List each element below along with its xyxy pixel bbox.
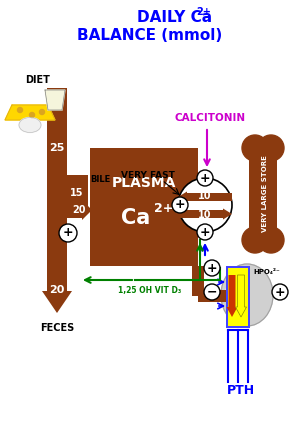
- Circle shape: [40, 109, 44, 114]
- Text: 15: 15: [70, 188, 84, 198]
- Circle shape: [272, 284, 288, 300]
- Polygon shape: [45, 90, 65, 110]
- Text: +: +: [63, 226, 73, 240]
- Text: 10: 10: [198, 191, 212, 201]
- Text: BILE: BILE: [90, 176, 110, 184]
- FancyArrow shape: [67, 200, 92, 220]
- Circle shape: [29, 112, 34, 117]
- FancyArrow shape: [42, 88, 72, 313]
- Circle shape: [242, 227, 268, 253]
- Ellipse shape: [221, 264, 273, 326]
- Text: PLASMA: PLASMA: [112, 176, 176, 190]
- Text: +: +: [275, 285, 285, 298]
- Circle shape: [197, 224, 213, 240]
- Text: +: +: [207, 262, 217, 274]
- Text: +: +: [200, 226, 210, 238]
- Text: CALCITONIN: CALCITONIN: [174, 113, 246, 123]
- Text: 10: 10: [198, 210, 212, 220]
- Text: VERY LARGE STORE: VERY LARGE STORE: [262, 156, 268, 232]
- Circle shape: [178, 178, 232, 232]
- Circle shape: [258, 227, 284, 253]
- Ellipse shape: [226, 275, 244, 315]
- Circle shape: [172, 197, 188, 213]
- Text: Ca: Ca: [122, 208, 151, 228]
- Circle shape: [242, 135, 268, 161]
- Text: 20: 20: [49, 285, 65, 295]
- Ellipse shape: [19, 117, 41, 132]
- Text: VERY FAST: VERY FAST: [121, 170, 175, 179]
- Circle shape: [204, 284, 220, 300]
- FancyArrow shape: [198, 290, 230, 302]
- Text: HPO₄²⁻: HPO₄²⁻: [253, 269, 280, 275]
- Text: PTH: PTH: [227, 383, 255, 396]
- Text: +: +: [200, 171, 210, 184]
- FancyArrow shape: [236, 275, 247, 317]
- Circle shape: [59, 224, 77, 242]
- FancyArrow shape: [192, 266, 204, 296]
- Text: FECES: FECES: [40, 323, 74, 333]
- Text: DAILY Ca: DAILY Ca: [137, 10, 212, 25]
- Bar: [90, 148, 198, 266]
- Circle shape: [197, 170, 213, 186]
- Text: 20: 20: [72, 205, 86, 215]
- Text: 25: 25: [49, 143, 65, 153]
- Circle shape: [17, 108, 22, 112]
- Circle shape: [258, 135, 284, 161]
- Bar: [249, 148, 277, 240]
- FancyArrow shape: [178, 209, 232, 220]
- Text: −: −: [207, 285, 217, 298]
- Text: +: +: [175, 198, 185, 212]
- Bar: [226, 266, 250, 328]
- Circle shape: [204, 260, 220, 276]
- Text: 2+: 2+: [196, 7, 211, 17]
- Text: 2+: 2+: [154, 201, 173, 215]
- FancyArrow shape: [178, 192, 232, 203]
- FancyArrow shape: [226, 275, 238, 317]
- Bar: [228, 268, 248, 326]
- Text: DIET: DIET: [26, 75, 50, 85]
- Text: BALANCE (mmol): BALANCE (mmol): [77, 28, 223, 43]
- Bar: [66, 175, 88, 210]
- Polygon shape: [5, 105, 55, 120]
- Text: 1,25 OH VIT D₃: 1,25 OH VIT D₃: [118, 285, 182, 295]
